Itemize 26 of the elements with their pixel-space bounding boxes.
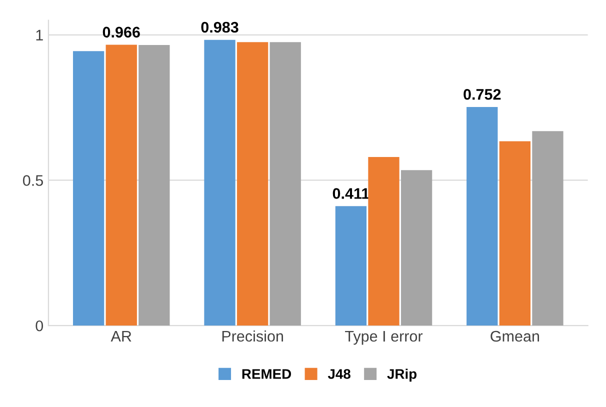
x-tick-label: Gmean — [490, 330, 539, 342]
legend-label: REMED — [242, 369, 292, 379]
bar — [72, 51, 104, 326]
data-label: 0.752 — [464, 88, 501, 100]
y-tick-label: 0.5 — [22, 175, 43, 186]
data-label: 0.966 — [102, 26, 140, 38]
x-tick-label: AR — [110, 331, 132, 342]
bar — [138, 45, 170, 326]
data-label: 0.983 — [201, 22, 238, 33]
y-tick-label: 1 — [36, 30, 43, 40]
legend-label: JRip — [387, 368, 417, 382]
bar — [466, 106, 498, 326]
x-tick-label: Type I error — [345, 331, 423, 345]
bar — [204, 40, 236, 326]
data-label: 0.411 — [332, 188, 370, 199]
bar — [335, 206, 367, 326]
bar — [368, 156, 400, 326]
y-tick-label: 0 — [36, 320, 44, 332]
bar — [106, 44, 137, 326]
legend-label: J48 — [328, 369, 350, 379]
bar — [270, 42, 301, 326]
bar — [499, 141, 531, 326]
bar — [236, 42, 268, 326]
bar — [532, 131, 564, 326]
x-tick-label: Precision — [222, 330, 283, 342]
bar — [400, 170, 432, 326]
